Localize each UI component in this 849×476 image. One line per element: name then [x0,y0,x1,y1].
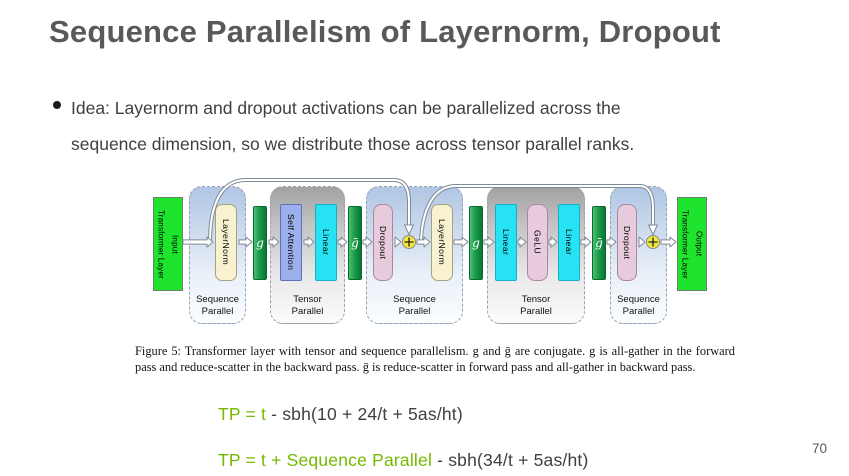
gelu-block: GeLU [527,204,548,281]
bullet-line-1: Idea: Layernorm and dropout activations … [71,98,621,118]
output-box-label: Transformer Layer [680,209,690,279]
page-title: Sequence Parallelism of Layernorm, Dropo… [49,14,721,49]
transformer-layer-output-box: Transformer Layer Output [677,197,707,291]
page-number: 70 [812,441,828,456]
formula-highlight: TP = t [218,404,267,424]
transformer-layer-input-box: Transformer Layer Input [153,197,183,291]
output-box-label: Output [694,231,704,257]
bullet-text: Idea: Layernorm and dropout activations … [71,90,771,162]
input-box-label: Input [170,234,180,254]
formula-body: - sbh(10 + 24/t + 5as/ht) [266,404,463,424]
transformer-parallelism-diagram: Sequence Parallel Tensor Parallel Sequen… [150,170,710,332]
figure-caption: Figure 5: Transformer layer with tensor … [135,344,735,374]
layernorm-block-2: LayerNorm [431,204,453,281]
input-box-label: Transformer Layer [156,209,166,279]
all-gather-op-g1: g [253,206,267,280]
all-gather-op-g2: g [469,206,483,280]
bullet-icon [53,101,61,109]
bullet-line-2: sequence dimension, so we distribute tho… [71,134,635,154]
formula-tensor-parallel: TP = t - sbh(10 + 24/t + 5as/ht) [218,404,463,425]
linear-block-2: Linear [495,204,517,281]
layernorm-block-1: LayerNorm [215,204,237,281]
container-label: Tensor Parallel [291,294,324,317]
linear-block-1: Linear [315,204,337,281]
dropout-block-1: Dropout [373,204,393,281]
reduce-scatter-op-gbar1: ḡ [348,206,362,280]
formula-body: - sbh(34/t + 5as/ht) [432,450,589,470]
formula-tensor-sequence-parallel: TP = t + Sequence Parallel - sbh(34/t + … [218,450,588,471]
self-attention-block: Self Attention [280,204,302,281]
container-label: Sequence Parallel [393,294,436,317]
dropout-block-2: Dropout [617,204,637,281]
formula-highlight: TP = t + Sequence Parallel [218,450,433,470]
container-label: Tensor Parallel [520,294,552,317]
container-label: Sequence Parallel [196,294,239,317]
reduce-scatter-op-gbar2: ḡ [592,206,606,280]
linear-block-3: Linear [558,204,580,281]
container-label: Sequence Parallel [617,294,660,317]
